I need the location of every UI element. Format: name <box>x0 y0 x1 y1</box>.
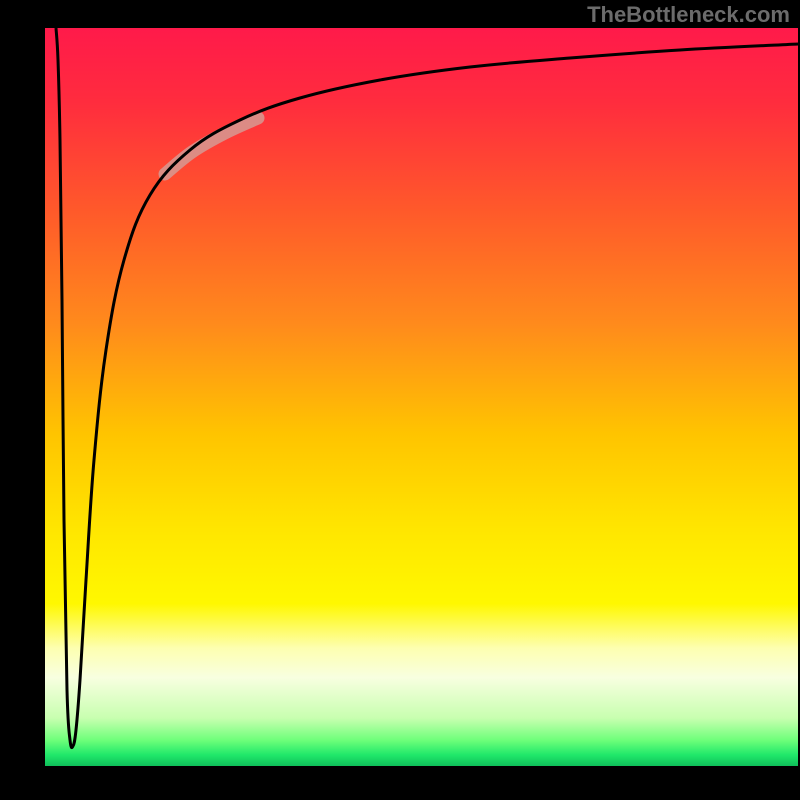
plot-area <box>45 28 798 766</box>
chart-svg <box>0 0 800 800</box>
bottleneck-curve <box>56 28 798 748</box>
watermark-text: TheBottleneck.com <box>587 2 790 28</box>
highlight-segment <box>165 118 258 174</box>
chart-canvas: TheBottleneck.com <box>0 0 800 800</box>
